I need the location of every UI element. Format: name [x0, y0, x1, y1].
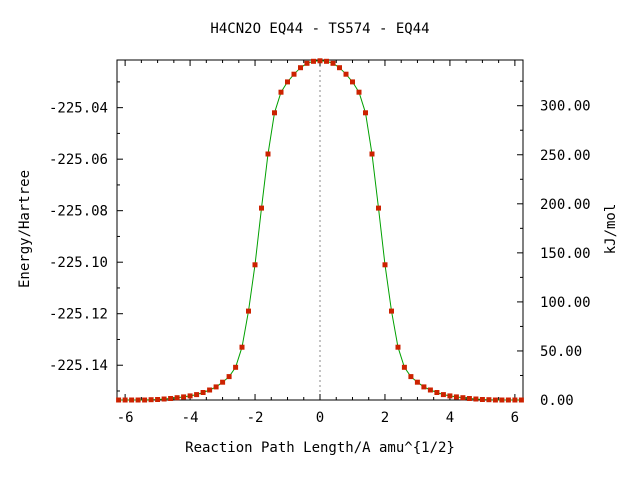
- y-tick-label: -225.14: [49, 358, 108, 374]
- data-point: [350, 79, 355, 85]
- data-point: [272, 110, 277, 116]
- y-tick-label: -225.04: [49, 101, 108, 117]
- data-point: [505, 397, 511, 403]
- y-tick-label: -225.08: [49, 204, 108, 220]
- data-point: [142, 397, 148, 403]
- data-point: [453, 394, 459, 400]
- data-point: [356, 89, 362, 95]
- data-point: [414, 379, 420, 385]
- data-point: [440, 392, 446, 398]
- data-point: [155, 397, 161, 402]
- data-point: [168, 396, 174, 401]
- data-point: [492, 397, 498, 403]
- data-point: [466, 396, 472, 401]
- series-points: [116, 58, 524, 403]
- data-point: [304, 60, 310, 66]
- data-point: [389, 308, 394, 314]
- data-point: [408, 374, 414, 380]
- data-point: [311, 58, 316, 64]
- data-point: [129, 397, 135, 403]
- data-point: [376, 205, 381, 211]
- x-tick-label: -4: [182, 410, 199, 426]
- data-point: [220, 379, 226, 385]
- x-tick-label: 0: [316, 410, 324, 426]
- data-point: [207, 387, 213, 393]
- data-point: [233, 364, 239, 370]
- data-point: [135, 397, 141, 403]
- y-tick-label: -225.06: [49, 152, 108, 168]
- data-point: [395, 344, 401, 350]
- data-point: [200, 390, 206, 395]
- data-point: [427, 387, 433, 393]
- data-point: [161, 396, 167, 402]
- data-point: [421, 384, 427, 390]
- data-point: [278, 89, 284, 95]
- data-point: [337, 65, 342, 71]
- data-point: [317, 58, 323, 64]
- y2-tick-label: 200.00: [540, 197, 591, 213]
- data-point: [291, 71, 297, 77]
- y2-tick-label: 0.00: [540, 393, 574, 409]
- data-point: [324, 58, 329, 64]
- data-point: [174, 395, 180, 401]
- data-point: [447, 393, 453, 399]
- x-tick-labels: -6 -4 -2 0 2 4 6: [117, 410, 519, 426]
- data-point: [512, 397, 518, 403]
- data-point: [226, 374, 232, 380]
- x-tick-label: 4: [446, 410, 454, 426]
- data-point: [285, 79, 290, 85]
- data-point: [460, 395, 466, 401]
- y2-tick-label: 100.00: [540, 295, 591, 311]
- y-tick-label: -225.10: [49, 255, 108, 271]
- data-point: [499, 397, 505, 403]
- x-tick-label: -2: [247, 410, 264, 426]
- data-point: [330, 60, 336, 66]
- x-tick-label: 6: [511, 410, 519, 426]
- data-point: [246, 308, 251, 314]
- x-axis-label: Reaction Path Length/A amu^{1/2}: [185, 440, 455, 456]
- y2-tick-label: 300.00: [540, 99, 591, 115]
- y2-axis-label: kJ/mol: [603, 204, 619, 255]
- x-tick-label: 2: [381, 410, 389, 426]
- y2-tick-label: 150.00: [540, 246, 591, 262]
- data-point: [479, 397, 485, 402]
- data-point: [259, 205, 264, 211]
- data-point: [382, 262, 388, 268]
- data-point: [116, 397, 122, 403]
- data-point: [122, 397, 128, 403]
- data-point: [148, 397, 154, 403]
- data-point: [252, 262, 258, 268]
- data-point: [473, 396, 479, 402]
- data-point: [518, 397, 524, 403]
- data-point: [434, 390, 440, 395]
- data-point: [369, 151, 375, 157]
- y-tick-label: -225.12: [49, 307, 108, 323]
- data-point: [363, 110, 368, 116]
- data-point: [298, 65, 303, 71]
- data-point: [194, 392, 200, 398]
- data-point: [486, 397, 492, 403]
- data-point: [265, 151, 271, 157]
- y2-tick-label: 250.00: [540, 148, 591, 164]
- y2-tick-label: 50.00: [540, 344, 582, 360]
- x-tick-label: -6: [117, 410, 134, 426]
- y2-tick-labels: 300.00 250.00 200.00 150.00 100.00 50.00 0.00: [540, 99, 591, 409]
- data-point: [343, 71, 349, 77]
- chart-title: H4CN2O EQ44 - TS574 - EQ44: [210, 21, 429, 37]
- data-point: [187, 393, 193, 399]
- data-point: [239, 344, 245, 350]
- data-point: [213, 384, 219, 390]
- data-point: [401, 364, 407, 370]
- data-point: [181, 394, 187, 400]
- y-tick-labels: -225.04 -225.06 -225.08 -225.10 -225.12 -225.…: [49, 101, 108, 375]
- y-axis-label: Energy/Hartree: [17, 170, 33, 288]
